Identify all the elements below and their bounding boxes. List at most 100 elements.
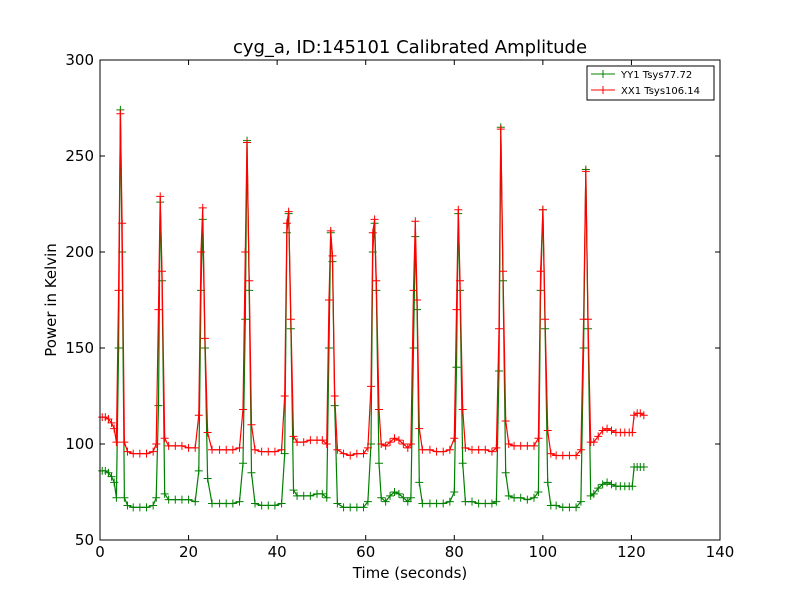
point-yy1-94 (468, 497, 476, 506)
point-xx1-110 (538, 205, 547, 214)
point-xx1-44 (277, 445, 286, 454)
point-xx1-92 (458, 405, 467, 414)
point-xx1-56 (324, 296, 333, 304)
point-xx1-46 (282, 219, 291, 228)
point-xx1-124 (594, 432, 603, 441)
point-yy1-74 (390, 488, 399, 496)
point-xx1-82 (415, 424, 424, 433)
point-xx1-91 (456, 276, 465, 285)
point-xx1-96 (481, 445, 490, 454)
x-tick-label-80: 80 (445, 543, 464, 561)
x-tick-label-0: 0 (95, 543, 105, 561)
point-xx1-81 (413, 296, 422, 304)
point-yy1-83 (418, 499, 427, 508)
legend-marker-xx1 (599, 86, 607, 94)
point-xx1-14 (149, 447, 158, 456)
point-xx1-33 (228, 445, 237, 454)
point-xx1-109 (536, 267, 545, 276)
point-xx1-76 (399, 440, 408, 448)
x-tick-label-100: 100 (529, 543, 558, 561)
point-yy1-92 (458, 459, 467, 468)
point-xx1-60 (333, 445, 342, 454)
point-xx1-74 (390, 434, 399, 443)
series-layer (98, 105, 648, 512)
chart-title: cyg_a, ID:145101 Calibrated Amplitude (233, 37, 587, 58)
point-xx1-112 (543, 426, 552, 435)
plot-frame (99, 59, 721, 541)
point-xx1-73 (386, 438, 395, 447)
point-xx1-75 (394, 436, 403, 445)
point-yy1-54 (318, 489, 327, 498)
x-tick-label-140: 140 (706, 543, 735, 561)
point-yy1-19 (160, 489, 169, 498)
point-xx1-68 (370, 215, 379, 224)
point-yy1-49 (289, 486, 298, 495)
legend-marker-yy1 (599, 70, 607, 78)
point-yy1-35 (239, 459, 248, 468)
point-xx1-71 (377, 440, 386, 448)
point-xx1-123 (589, 438, 598, 447)
point-xx1-108 (534, 434, 543, 443)
point-yy1-75 (394, 489, 403, 498)
x-tick-label-40: 40 (268, 543, 287, 561)
point-xx1-107 (530, 441, 538, 450)
point-yy1-3 (107, 472, 116, 481)
point-xx1-99 (495, 324, 504, 333)
point-yy1-125 (598, 480, 607, 489)
point-yy1-102 (501, 468, 510, 477)
point-yy1-40 (251, 499, 259, 508)
point-yy1-33 (228, 499, 237, 508)
point-xx1-135 (636, 409, 645, 418)
point-xx1-65 (363, 443, 372, 452)
point-xx1-98 (492, 443, 501, 452)
point-yy1-132 (628, 482, 637, 491)
point-xx1-84 (425, 445, 434, 454)
point-xx1-6 (114, 286, 123, 295)
point-yy1-87 (445, 497, 454, 506)
point-xx1-51 (299, 438, 308, 447)
point-xx1-79 (409, 286, 418, 295)
point-yy1-10 (123, 501, 132, 510)
point-xx1-29 (203, 428, 212, 437)
point-xx1-3 (107, 418, 116, 427)
x-tick-label-120: 120 (617, 543, 646, 561)
point-xx1-17 (156, 192, 165, 201)
point-xx1-45 (280, 392, 289, 400)
point-yy1-5 (112, 493, 121, 502)
point-yy1-52 (306, 491, 315, 500)
point-yy1-16 (154, 401, 163, 410)
point-xx1-58 (328, 251, 337, 260)
y-tick-label-300: 300 (65, 51, 94, 69)
ticks-layer: 0 20 40 60 80 100 120 140 50 100 150 200 250 300 (65, 51, 734, 561)
point-xx1-125 (598, 426, 607, 435)
legend: YY1 Tsys77.72 XX1 Tsys106.14 (586, 65, 715, 101)
point-xx1-25 (194, 411, 203, 420)
point-yy1-112 (543, 478, 552, 487)
point-yy1-25 (194, 466, 203, 475)
point-yy1-13 (142, 503, 151, 512)
point-xx1-47 (284, 207, 293, 216)
point-xx1-113 (546, 449, 555, 458)
point-yy1-30 (208, 499, 217, 508)
point-yy1-86 (439, 499, 448, 508)
point-yy1-23 (184, 495, 193, 504)
point-xx1-126 (603, 424, 612, 433)
point-xx1-8 (118, 219, 127, 228)
point-xx1-80 (411, 217, 420, 226)
point-yy1-136 (639, 463, 648, 472)
point-xx1-83 (418, 445, 427, 454)
point-xx1-69 (372, 276, 381, 285)
point-xx1-78 (406, 440, 415, 448)
point-xx1-111 (541, 315, 550, 324)
point-xx1-55 (322, 440, 331, 448)
legend-box (586, 65, 715, 101)
point-xx1-88 (450, 434, 459, 443)
point-yy1-29 (203, 474, 212, 483)
point-xx1-102 (501, 416, 510, 425)
point-yy1-70 (375, 459, 383, 468)
point-yy1-108 (534, 488, 543, 496)
point-xx1-66 (367, 382, 376, 391)
point-xx1-36 (241, 248, 250, 256)
point-xx1-7 (116, 109, 125, 118)
point-xx1-86 (439, 447, 448, 456)
